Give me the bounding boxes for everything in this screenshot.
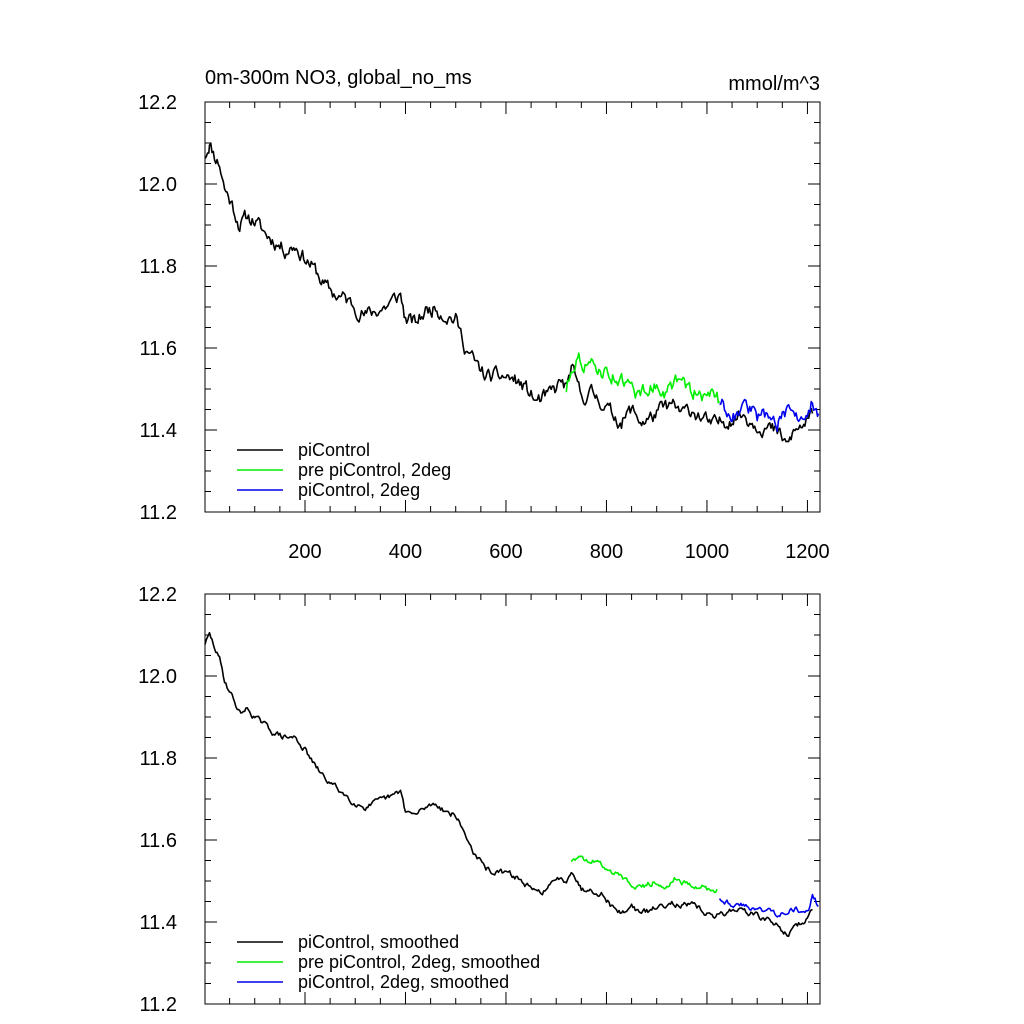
series-line-1	[204, 631, 813, 938]
y-tick-label: 11.8	[140, 256, 177, 278]
y-tick-label: 12.0	[138, 174, 177, 196]
series-line-2	[570, 855, 718, 894]
series-line-3	[718, 893, 819, 918]
y-tick-label: 11.4	[140, 912, 177, 934]
legend-label: piControl	[298, 440, 370, 460]
legend-label: piControl, 2deg	[298, 480, 420, 500]
chart-panel-top: 11.2 11.4 11.6 11.8 12.0 12.2 200 400 600 800 1000…	[138, 67, 830, 563]
series-line-3	[719, 398, 820, 433]
series-line-1	[204, 142, 814, 443]
y-tick-label: 11.2	[140, 994, 177, 1016]
x-tick-label: 200	[288, 541, 321, 563]
y-tick-label: 12.0	[138, 666, 177, 688]
y-tick-label: 12.2	[138, 584, 177, 606]
legend-label: piControl, 2deg, smoothed	[298, 972, 509, 992]
units-label: mmol/m^3	[728, 73, 820, 95]
x-tick-label: 800	[590, 541, 623, 563]
y-tick-label: 11.2	[140, 502, 177, 524]
legend-label: pre piControl, 2deg, smoothed	[298, 952, 540, 972]
legend-label: pre piControl, 2deg	[298, 460, 451, 480]
y-tick-label: 11.6	[140, 338, 177, 360]
x-tick-label: 600	[489, 541, 522, 563]
chart-panel-bottom: 11.2 11.4 11.6 11.8 12.0 12.2 piControl, smoot…	[138, 584, 821, 1016]
y-tick-label: 12.2	[138, 92, 177, 114]
x-tick-label: 1200	[785, 541, 830, 563]
x-tick-label: 1000	[685, 541, 730, 563]
y-tick-label: 11.8	[140, 748, 177, 770]
x-tick-label: 400	[389, 541, 422, 563]
y-tick-label: 11.6	[140, 830, 177, 852]
legend-label: piControl, smoothed	[298, 932, 459, 952]
y-tick-label: 11.4	[140, 420, 177, 442]
chart-title: 0m-300m NO3, global_no_ms	[205, 67, 472, 89]
series-line-2	[565, 352, 721, 404]
